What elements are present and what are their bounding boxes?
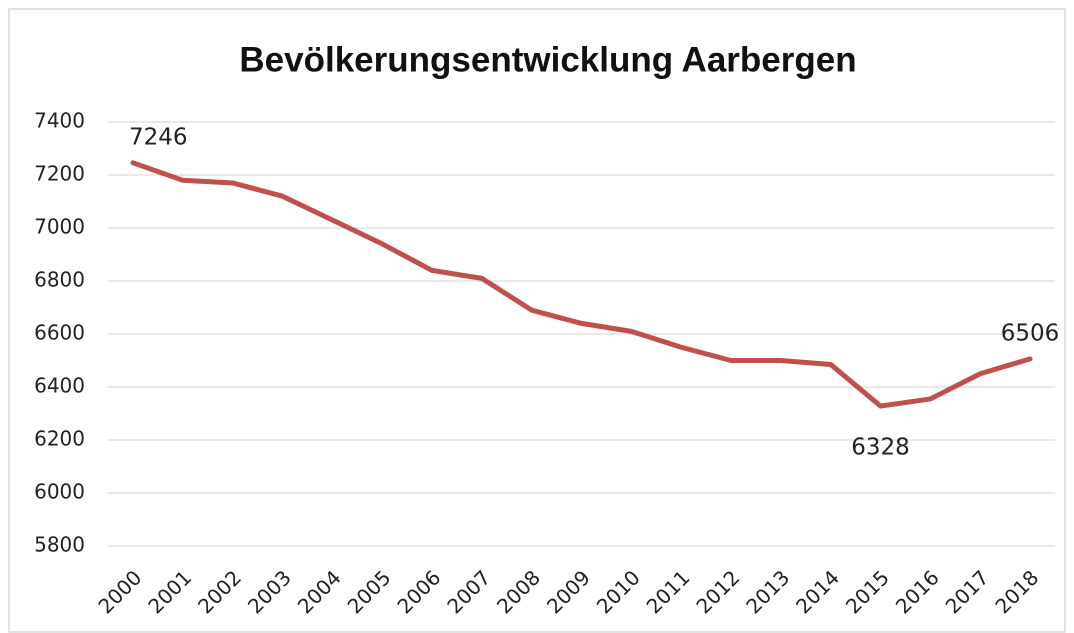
y-tick-label: 6800 [34,268,85,292]
y-tick-label: 6600 [34,321,85,345]
y-tick-label: 6200 [34,427,85,451]
y-tick-label: 7400 [34,109,85,133]
y-tick-label: 6000 [34,480,85,504]
y-tick-label: 5800 [34,533,85,557]
data-line [130,160,1033,409]
y-tick-label: 6400 [34,374,85,398]
y-tick-label: 7200 [34,162,85,186]
chart-title: Bevölkerungsentwicklung Aarbergen [239,40,856,79]
chart-frame [8,8,1066,633]
data-label: 6328 [851,435,910,461]
y-tick-label: 7000 [34,215,85,239]
data-label: 7246 [129,124,188,150]
data-label: 6506 [1001,320,1060,346]
